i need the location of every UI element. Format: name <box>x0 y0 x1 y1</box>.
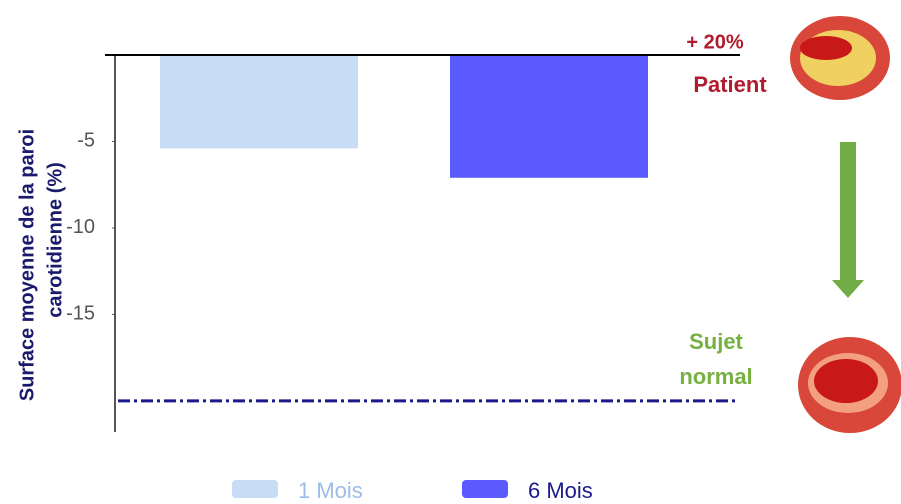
legend-swatch <box>232 480 278 498</box>
y-axis-label: carotidienne (%) <box>44 162 66 318</box>
arrow <box>840 142 856 282</box>
annotation: + 20% <box>686 31 743 53</box>
legend-label: 6 Mois <box>528 478 593 503</box>
annotation: Patient <box>693 72 767 97</box>
legend-label: 1 Mois <box>298 478 363 503</box>
arrow-head <box>832 280 864 298</box>
y-tick-label: -5 <box>77 130 95 152</box>
bar <box>450 55 648 178</box>
y-tick-label: -10 <box>66 216 95 238</box>
artery-icon <box>790 16 901 433</box>
legend-swatch <box>462 480 508 498</box>
annotation: normal <box>679 364 752 389</box>
y-tick-label: -15 <box>66 303 95 325</box>
bar <box>160 55 358 149</box>
y-axis-label: Surface moyenne de la paroi <box>16 129 38 401</box>
annotation: Sujet <box>689 329 743 354</box>
